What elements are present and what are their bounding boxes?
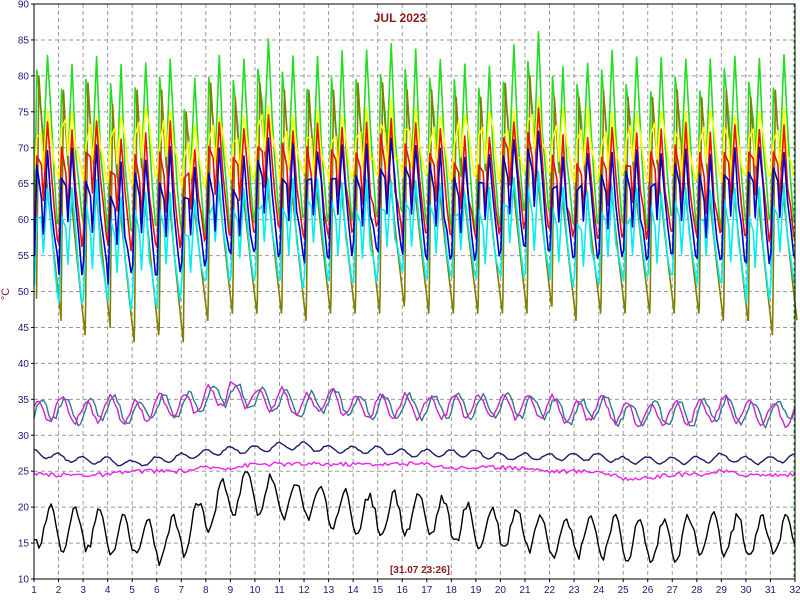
x-tick-label: 28 <box>691 585 703 596</box>
series-line-4 <box>33 107 795 252</box>
y-tick-label: 65 <box>18 179 30 190</box>
x-tick-label: 5 <box>129 585 135 596</box>
x-tick-label: 25 <box>618 585 630 596</box>
x-tick-label: 10 <box>249 585 261 596</box>
x-tick-label: 17 <box>421 585 433 596</box>
x-tick-label: 14 <box>348 585 360 596</box>
x-tick-label: 20 <box>495 585 507 596</box>
x-tick-label: 22 <box>544 585 556 596</box>
x-tick-label: 30 <box>740 585 752 596</box>
x-tick-label: 4 <box>105 585 111 596</box>
x-tick-label: 18 <box>446 585 458 596</box>
series-layer <box>33 31 798 567</box>
y-tick-label: 20 <box>18 503 30 514</box>
x-tick-label: 6 <box>154 585 160 596</box>
y-tick-label: 10 <box>18 575 30 586</box>
x-tick-label: 27 <box>667 585 679 596</box>
y-tick-label: 80 <box>18 71 30 82</box>
y-tick-label: 40 <box>18 359 30 370</box>
y-tick-label: 75 <box>18 107 30 118</box>
series-line-8 <box>33 381 796 428</box>
y-tick-label: 50 <box>18 287 30 298</box>
x-tick-label: 21 <box>519 585 531 596</box>
x-tick-label: 1 <box>31 585 37 596</box>
series-line-9 <box>33 441 796 467</box>
y-tick-label: 15 <box>18 539 30 550</box>
series-line-7 <box>33 383 796 429</box>
timestamp-label: [31.07 23:26] <box>390 565 450 576</box>
x-tick-label: 9 <box>228 585 234 596</box>
y-axis-label: °C <box>0 288 12 300</box>
x-tick-label: 19 <box>470 585 482 596</box>
y-tick-label: 70 <box>18 143 30 154</box>
x-tick-label: 2 <box>56 585 62 596</box>
x-tick-label: 3 <box>80 585 86 596</box>
series-line-3 <box>33 97 795 190</box>
x-tick-label: 7 <box>179 585 185 596</box>
series-line-1 <box>33 31 795 238</box>
x-tick-label: 8 <box>203 585 209 596</box>
x-tick-label: 11 <box>274 585 285 596</box>
x-tick-label: 24 <box>593 585 605 596</box>
y-tick-label: 30 <box>18 431 30 442</box>
y-tick-label: 35 <box>18 395 30 406</box>
x-tick-label: 31 <box>765 585 777 596</box>
series-line-11 <box>33 471 796 567</box>
series-line-6 <box>33 130 795 285</box>
x-tick-label: 12 <box>298 585 310 596</box>
y-axis: 10 15 20 25 30 35 40 45 50 55 60 65 70 75 80 85 90 <box>18 0 34 586</box>
y-tick-label: 60 <box>18 215 30 226</box>
x-tick-label: 13 <box>323 585 335 596</box>
y-tick-label: 85 <box>18 35 30 46</box>
x-tick-label: 23 <box>569 585 581 596</box>
y-tick-label: 45 <box>18 323 30 334</box>
series-line-10 <box>33 461 796 481</box>
y-tick-label: 55 <box>18 251 30 262</box>
x-tick-label: 15 <box>372 585 384 596</box>
y-tick-label: 25 <box>18 467 30 478</box>
y-tick-label: 90 <box>18 0 30 11</box>
x-tick-label: 16 <box>397 585 409 596</box>
x-tick-label: 29 <box>716 585 728 596</box>
x-tick-label: 32 <box>789 585 800 596</box>
chart-title: JUL 2023 <box>374 11 427 25</box>
series-line-5 <box>33 170 795 311</box>
x-tick-label: 26 <box>642 585 654 596</box>
x-axis: 1 2 3 4 5 6 7 8 9 10 11 12 13 14 15 16 17 18 19 20 21 22 23 24 2… <box>31 579 800 596</box>
